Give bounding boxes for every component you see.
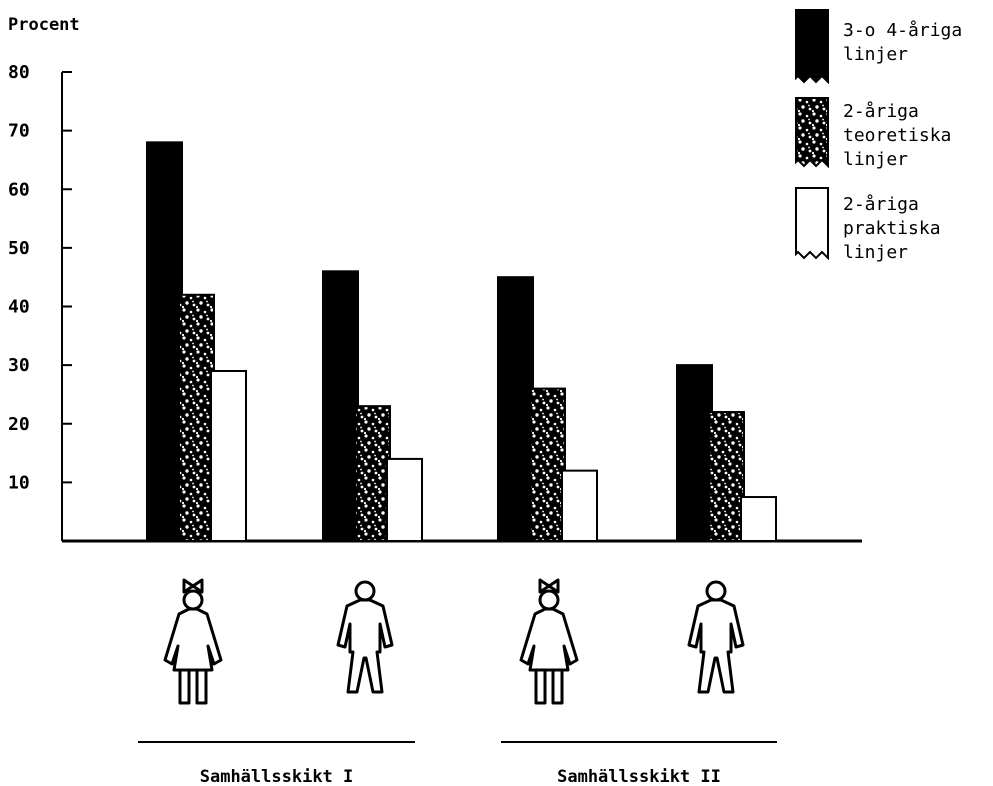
- boy-figure-icon: [687, 580, 745, 694]
- bars: [146, 141, 777, 543]
- legend-label: praktiska: [843, 218, 941, 239]
- y-tick-label: 60: [8, 179, 30, 200]
- girl-figure-icon: [519, 578, 579, 705]
- bar-solid-black-2: [497, 276, 534, 542]
- bar-solid-black-1: [322, 270, 359, 542]
- girl-figure-icon: [163, 578, 223, 705]
- bar-white-0: [210, 369, 247, 542]
- bar-white-1: [386, 457, 423, 542]
- legend-label: linjer: [843, 242, 908, 263]
- bar-solid-black-0: [146, 141, 183, 542]
- bar-stipple-3: [708, 411, 745, 542]
- bar-solid-black-3: [676, 364, 713, 542]
- group-label: Samhällsskikt I: [200, 767, 354, 786]
- y-axis-title: Procent: [8, 15, 80, 35]
- legend: 3-o 4-åriga linjer 2-åriga teoretiska linjer…: [795, 9, 962, 263]
- bar-stipple-1: [354, 405, 391, 542]
- y-tick-label: 30: [8, 355, 30, 376]
- y-axis: 10 20 30 40 50 60 70 80: [8, 62, 72, 493]
- group-label: Samhällsskikt II: [557, 767, 721, 786]
- bar-white-2: [561, 469, 598, 542]
- y-tick-label: 10: [8, 472, 30, 493]
- bar-white-3: [740, 496, 777, 542]
- y-tick-label: 20: [8, 414, 30, 435]
- y-tick-label: 50: [8, 238, 30, 259]
- legend-label: linjer: [843, 149, 908, 170]
- y-tick-label: 70: [8, 121, 30, 142]
- legend-label: 3-o 4-åriga: [843, 20, 962, 41]
- legend-swatch-stipple: [795, 97, 829, 169]
- legend-label: 2-åriga: [843, 101, 919, 122]
- legend-label: linjer: [843, 44, 908, 65]
- y-tick-label: 40: [8, 297, 30, 318]
- category-icons: [163, 578, 745, 705]
- group-labels: Samhällsskikt I Samhällsskikt II: [138, 741, 777, 786]
- y-tick-label: 80: [8, 62, 30, 83]
- legend-label: teoretiska: [843, 125, 951, 146]
- legend-swatch-white: [795, 187, 829, 261]
- legend-label: 2-åriga: [843, 194, 919, 215]
- legend-swatch-solid-black: [795, 9, 829, 85]
- bar-stipple-0: [178, 293, 215, 542]
- bar-stipple-2: [529, 387, 566, 543]
- boy-figure-icon: [336, 580, 394, 694]
